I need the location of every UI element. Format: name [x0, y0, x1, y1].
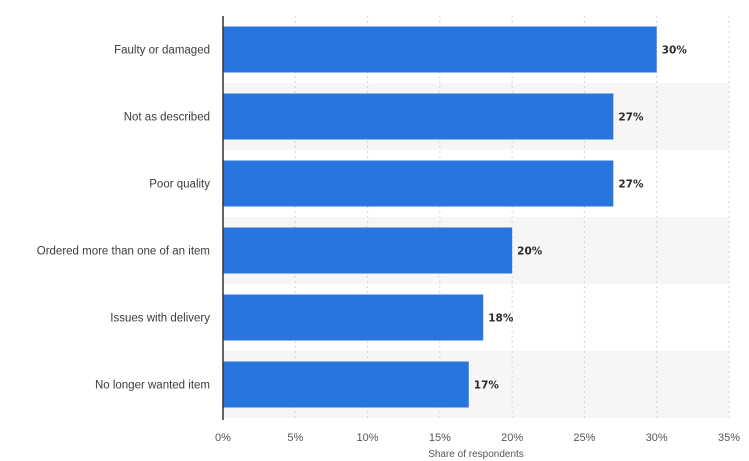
category-label: No longer wanted item: [95, 380, 210, 392]
x-tick-label: 30%: [646, 432, 668, 444]
x-tick-label: 20%: [501, 432, 523, 444]
value-label: 27%: [618, 112, 644, 124]
x-tick-labels: 0% 5% 10% 15% 20% 25% 30% 35%: [215, 432, 740, 444]
bar: [223, 26, 657, 73]
x-tick-label: 5%: [287, 432, 303, 444]
x-axis-title: Share of respondents: [428, 449, 524, 460]
x-tick-label: 25%: [573, 432, 595, 444]
x-tick-label: 10%: [357, 432, 379, 444]
category-label: Poor quality: [149, 179, 210, 191]
value-label: 17%: [474, 380, 500, 392]
value-label: 27%: [618, 179, 644, 191]
bar: [223, 294, 484, 341]
x-tick-label: 0%: [215, 432, 231, 444]
value-label: 30%: [662, 45, 688, 57]
category-label: Issues with delivery: [110, 313, 210, 325]
x-tick-label: 35%: [718, 432, 740, 444]
bar: [223, 227, 513, 274]
bar: [223, 93, 614, 140]
grid-lines: [294, 16, 730, 418]
value-label: 18%: [488, 313, 514, 325]
category-label: Faulty or damaged: [114, 45, 210, 57]
category-label: Not as described: [124, 112, 210, 124]
category-label: Ordered more than one of an item: [37, 246, 210, 258]
x-tick-label: 15%: [429, 432, 451, 444]
bars: [223, 26, 657, 408]
bar: [223, 160, 614, 207]
bar: [223, 361, 469, 408]
value-label: 20%: [517, 246, 543, 258]
value-labels: 30% 27% 27% 20% 18% 17%: [474, 45, 688, 392]
category-labels: Faulty or damaged Not as described Poor qu…: [37, 45, 210, 392]
